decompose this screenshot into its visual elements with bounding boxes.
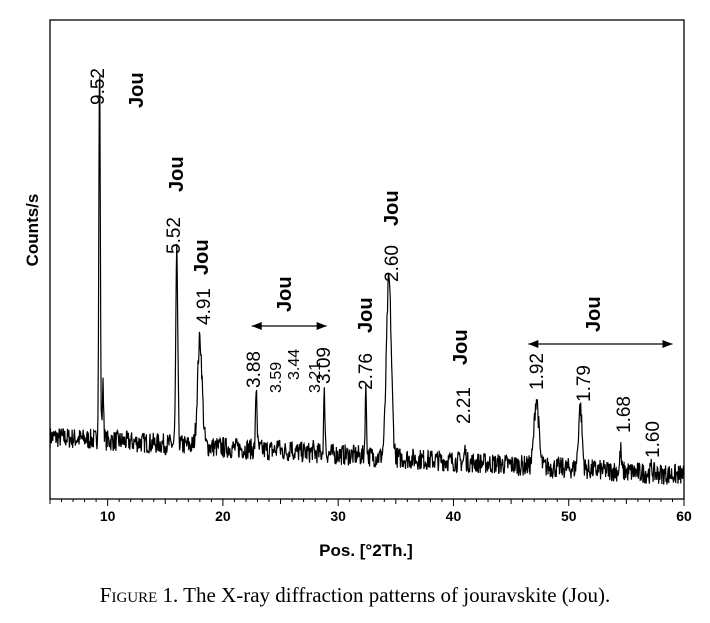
d-spacing-label: 1.79 [574,365,595,402]
d-spacing-label: 2.76 [356,353,377,390]
figure-caption: Figure 1. The X-ray diffraction patterns… [0,583,710,608]
d-spacing-label: 4.91 [194,288,215,325]
x-tick-label: 10 [100,508,116,524]
phase-label: Jou [583,296,605,332]
d-spacing-label: 3.88 [244,351,265,388]
d-spacing-label: 3.21 [307,362,324,393]
d-spacing-label: 2.60 [382,245,403,282]
peak-labels: 9.52 5.52 4.91 3.88 3.59 3.44 3.213.09 2.76 2.60… [88,68,664,458]
d-spacing-label: 1.60 [643,421,664,458]
d-spacing-label: 5.52 [164,217,185,254]
x-tick-label: 40 [446,508,462,524]
caption-text: 1. The X-ray diffraction patterns of jou… [157,583,611,607]
x-tick-label: 30 [330,508,346,524]
x-tick-label: 50 [561,508,577,524]
phase-label: Jou [191,239,213,275]
d-spacing-label: 1.92 [527,353,548,390]
plot-border [49,19,685,500]
x-axis-title: Pos. [°2Th.] [319,541,413,560]
x-tick-label: 60 [676,508,692,524]
phase-label: Jou [126,72,148,108]
xrd-pattern-line [49,76,685,485]
d-spacing-label: 9.52 [88,68,109,105]
phase-label: Jou [274,276,296,312]
plot-frame [49,19,685,500]
phase-label: Jou [381,190,403,226]
phase-label: Jou [166,156,188,192]
phase-label: Jou [355,297,377,333]
xrd-chart: Counts/s Pos. [°2Th.] 10 20 30 40 50 60 9.52 5… [23,19,692,560]
range-arrow-head [316,322,327,330]
y-axis-title: Counts/s [23,194,42,267]
range-arrows [251,322,673,348]
caption-prefix: Figure [99,583,158,607]
d-spacing-label: 3.09 [314,347,335,384]
phase-label: Jou [450,329,472,365]
d-spacing-label: 3.59 [268,362,285,393]
d-spacing-label: 2.21 [454,387,475,424]
range-arrow-head [662,340,673,348]
x-ticks: 10 20 30 40 50 60 [49,499,692,524]
range-arrow-head [251,322,262,330]
range-arrow-head [528,340,539,348]
x-tick-label: 20 [215,508,231,524]
d-spacing-label: 1.68 [614,396,635,433]
d-spacing-label: 3.44 [286,349,303,380]
